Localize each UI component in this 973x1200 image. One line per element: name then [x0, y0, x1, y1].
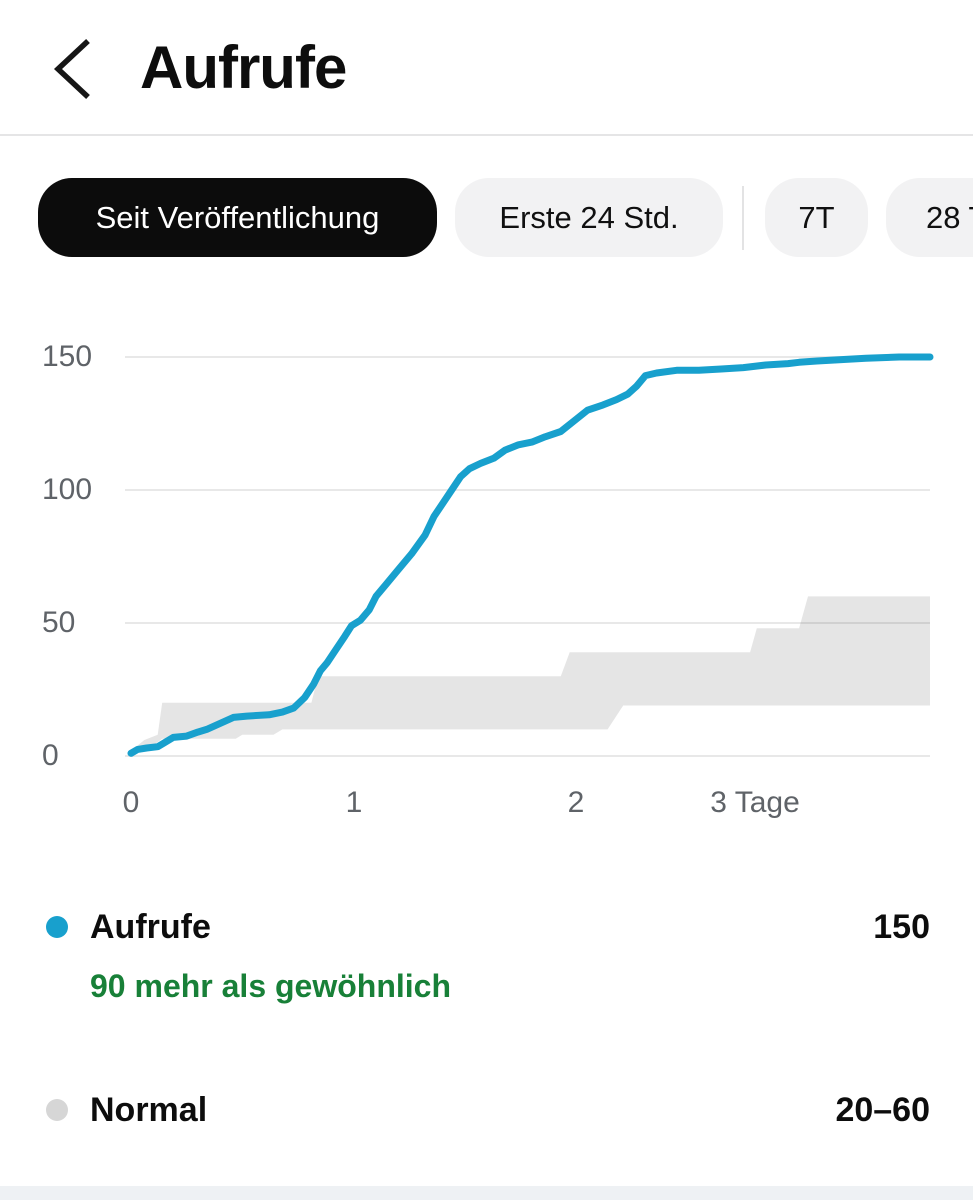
normal-range-band — [131, 596, 930, 754]
tab-seit-veroeffentlichung[interactable]: Seit Veröffentlichung — [38, 178, 437, 257]
tab-7t[interactable]: 7T — [765, 178, 868, 257]
y-tick-label-150: 150 — [42, 340, 93, 373]
legend-row-normal: Normal 20–60 — [0, 1088, 973, 1132]
x-tick-label-3: 3 Tage — [710, 786, 800, 819]
tab-28t[interactable]: 28 T — [886, 178, 973, 257]
legend-label-aufrufe: Aufrufe — [90, 908, 211, 946]
anomaly-note: 90 mehr als gewöhnlich — [90, 968, 451, 1004]
header-divider — [0, 134, 973, 136]
y-tick-label-100: 100 — [42, 473, 93, 506]
views-line — [127, 353, 934, 757]
back-button[interactable] — [44, 34, 100, 106]
bottom-bar — [0, 1186, 973, 1200]
x-tick-label-1: 1 — [345, 786, 363, 819]
tab-erste-24-std[interactable]: Erste 24 Std. — [455, 178, 723, 257]
legend-value-normal: 20–60 — [835, 1091, 930, 1129]
x-tick-label-0: 0 — [122, 786, 140, 819]
y-tick-label-50: 50 — [42, 606, 76, 639]
y-tick-label-0: 0 — [42, 739, 59, 772]
x-tick-label-2: 2 — [567, 786, 585, 819]
tabs-divider — [742, 186, 744, 250]
page-title: Aufrufe — [140, 34, 347, 101]
normal-dot-icon — [46, 1099, 68, 1121]
legend-label-normal: Normal — [90, 1091, 208, 1129]
legend-value-aufrufe: 150 — [873, 908, 930, 946]
aufrufe-dot-icon — [46, 916, 68, 938]
chevron-left-icon — [50, 38, 94, 104]
chart-svg[interactable] — [0, 300, 973, 840]
legend-row-aufrufe: Aufrufe 150 — [0, 905, 973, 949]
